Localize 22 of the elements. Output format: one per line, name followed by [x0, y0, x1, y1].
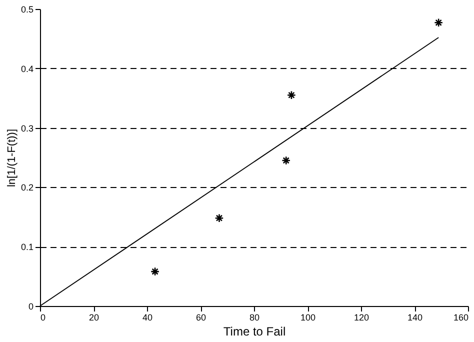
point [214, 214, 224, 223]
y-tick-label: 0.2 [20, 182, 34, 193]
point [286, 90, 296, 100]
x-tick-label: 40 [142, 312, 153, 322]
x-axis-title: Time to Fail [223, 324, 286, 338]
point [282, 156, 291, 165]
point [150, 267, 160, 276]
y-axis-title: ln[1/(1-F(t))] [6, 128, 18, 188]
y-tick-label: 0.4 [20, 64, 34, 74]
x-tick-label: 0 [40, 312, 46, 322]
x-tick-label: 120 [354, 312, 370, 322]
y-tick-label: 0 [28, 302, 34, 312]
point [434, 18, 444, 28]
y-tick-label: 0.1 [20, 242, 34, 252]
x-tick-label: 140 [407, 312, 423, 322]
x-tick-label: 80 [249, 312, 260, 322]
x-tick-label: 20 [88, 312, 100, 322]
x-tick-label: 100 [300, 312, 316, 322]
y-tick-label: 0.5 [20, 4, 34, 14]
x-tick-label: 60 [196, 312, 206, 322]
x-tick-label: 160 [453, 312, 468, 322]
y-tick-label: 0.3 [20, 123, 34, 134]
